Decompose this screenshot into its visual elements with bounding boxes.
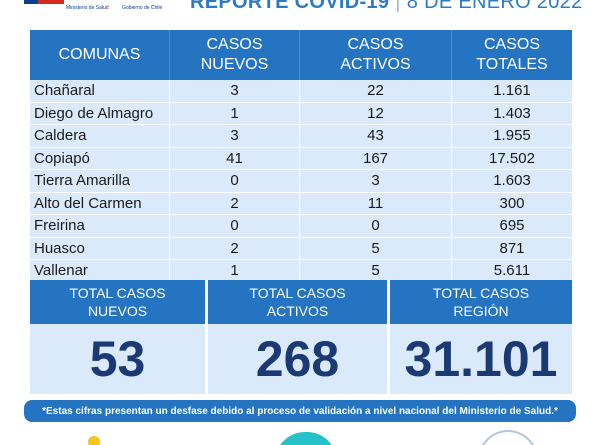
government-logo: Ministerio de Salud Gobierno de Chile xyxy=(24,0,174,20)
cell-nuevos: 0 xyxy=(170,215,300,237)
report-date: 8 DE ENERO 2022 xyxy=(406,0,583,13)
header-label-line2: NUEVOS xyxy=(200,56,269,73)
cell-comuna: Tierra Amarilla xyxy=(30,170,170,192)
cell-totales: 1.955 xyxy=(493,127,531,145)
total-activos-value: 268 xyxy=(208,324,387,394)
cell-activos: 12 xyxy=(300,102,452,124)
table-row: Chañaral 3 22 1.161 xyxy=(30,80,572,103)
table-header: COMUNAS CASOS NUEVOS CASOS ACTIVOS CASOS… xyxy=(30,30,572,80)
table-row: Alto del Carmen 2 11 300 xyxy=(30,192,572,215)
cell-comuna: Alto del Carmen xyxy=(30,192,170,214)
cell-totales: 300 xyxy=(499,194,525,212)
total-label-line1: TOTAL CASOS xyxy=(432,285,530,301)
cell-nuevos: 1 xyxy=(170,102,300,124)
total-nuevos-label: TOTAL CASOS NUEVOS xyxy=(30,280,205,324)
cell-activos: 3 xyxy=(300,170,452,192)
top-bar: Ministerio de Salud Gobierno de Chile RE… xyxy=(0,0,600,22)
cell-nuevos: 0 xyxy=(170,170,300,192)
disclaimer-banner: *Estas cifras presentan un desfase debid… xyxy=(24,400,576,422)
cell-nuevos: 1 xyxy=(170,260,300,282)
cell-totales: 1.161 xyxy=(493,82,531,100)
total-nuevos: TOTAL CASOS NUEVOS 53 xyxy=(30,280,208,394)
table-body: Chañaral 3 22 1.161 Diego de Almagro 1 1… xyxy=(30,80,572,283)
cell-activos: 5 xyxy=(300,260,452,282)
cell-totales: 871 xyxy=(499,239,525,257)
cell-comuna: Chañaral xyxy=(30,80,170,102)
table-row: Caldera 3 43 1.955 xyxy=(30,125,572,148)
total-label-line1: TOTAL CASOS xyxy=(69,285,166,301)
total-activos: TOTAL CASOS ACTIVOS 268 xyxy=(208,280,390,394)
ministry-label: Ministerio de Salud xyxy=(66,5,109,11)
cell-totales: 17.502 xyxy=(489,149,535,167)
cell-comuna: Freirina xyxy=(30,215,170,237)
cell-activos: 22 xyxy=(300,80,452,102)
government-label: Gobierno de Chile xyxy=(122,5,163,11)
cell-totales: 5.611 xyxy=(493,262,531,280)
total-label-line2: NUEVOS xyxy=(87,303,148,319)
total-label-line1: TOTAL CASOS xyxy=(249,285,346,301)
cell-activos: 43 xyxy=(300,125,452,147)
header-casos-totales: CASOS TOTALES xyxy=(452,30,572,80)
cell-nuevos: 3 xyxy=(170,80,300,102)
header-comunas: COMUNAS xyxy=(30,30,170,80)
header-casos-nuevos: CASOS NUEVOS xyxy=(170,30,300,80)
cell-nuevos: 41 xyxy=(170,147,300,169)
header-comunas-label: COMUNAS xyxy=(58,46,141,63)
table-row: Freirina 0 0 695 xyxy=(30,215,572,238)
table-row: Tierra Amarilla 0 3 1.603 xyxy=(30,170,572,193)
covid-cases-table: COMUNAS CASOS NUEVOS CASOS ACTIVOS CASOS… xyxy=(30,30,572,283)
cell-comuna: Caldera xyxy=(30,125,170,147)
cell-comuna: Diego de Almagro xyxy=(30,102,170,124)
cell-nuevos: 2 xyxy=(170,192,300,214)
cell-comuna: Vallenar xyxy=(30,260,170,282)
cell-totales: 1.403 xyxy=(493,104,531,122)
total-nuevos-value: 53 xyxy=(30,324,205,394)
cell-activos: 5 xyxy=(300,237,452,259)
report-title: REPORTE COVID-19 | 8 DE ENERO 2022 xyxy=(190,0,583,13)
table-row: Diego de Almagro 1 12 1.403 xyxy=(30,102,572,125)
report-title-text: REPORTE COVID-19 xyxy=(190,0,390,13)
cell-nuevos: 2 xyxy=(170,237,300,259)
total-region-value: 31.101 xyxy=(390,324,572,394)
cell-activos: 0 xyxy=(300,215,452,237)
header-label-line1: CASOS xyxy=(483,36,540,53)
header-label-line1: CASOS xyxy=(206,36,263,53)
totals-panel: TOTAL CASOS NUEVOS 53 TOTAL CASOS ACTIVO… xyxy=(30,280,572,394)
total-region: TOTAL CASOS REGIÓN 31.101 xyxy=(390,280,572,394)
header-label-line2: ACTIVOS xyxy=(340,56,411,73)
table-row: Copiapó 41 167 17.502 xyxy=(30,147,572,170)
decorative-teal-shape xyxy=(275,432,337,445)
header-label-line2: TOTALES xyxy=(476,56,548,73)
decorative-dot xyxy=(88,436,100,445)
table-row: Huasco 2 5 871 xyxy=(30,237,572,260)
cell-nuevos: 3 xyxy=(170,125,300,147)
total-label-line2: ACTIVOS xyxy=(266,303,329,319)
cell-totales: 1.603 xyxy=(493,172,531,190)
title-separator: | xyxy=(395,0,401,13)
total-label-line2: REGIÓN xyxy=(453,303,509,319)
cell-activos: 167 xyxy=(300,147,452,169)
header-label-line1: CASOS xyxy=(347,36,404,53)
total-activos-label: TOTAL CASOS ACTIVOS xyxy=(208,280,387,324)
cell-totales: 695 xyxy=(499,217,525,235)
cell-comuna: Huasco xyxy=(30,237,170,259)
cell-comuna: Copiapó xyxy=(30,147,170,169)
cell-activos: 11 xyxy=(300,192,452,214)
header-casos-activos: CASOS ACTIVOS xyxy=(300,30,452,80)
chile-flag-icon xyxy=(24,0,64,4)
seal-logo xyxy=(478,430,538,445)
total-region-label: TOTAL CASOS REGIÓN xyxy=(390,280,572,324)
